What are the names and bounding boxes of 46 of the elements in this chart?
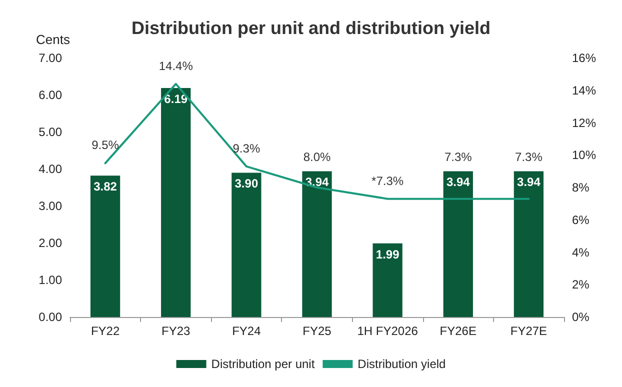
y2-tick-label: 16% <box>572 51 596 65</box>
data-label: 3.82 <box>94 180 118 194</box>
x-tick-label: FY25 <box>302 324 332 338</box>
y-tick-label: 1.00 <box>38 273 62 287</box>
y2-tick-label: 0% <box>572 310 590 324</box>
y-tick-label: 4.00 <box>38 162 62 176</box>
data-label: 9.3% <box>232 141 260 156</box>
chart-title: Distribution per unit and distribution yield <box>132 18 490 38</box>
x-tick-label: FY27E <box>510 324 548 338</box>
y-tick-label: 3.00 <box>38 199 62 213</box>
y2-tick-label: 2% <box>572 278 590 292</box>
bar <box>443 171 473 317</box>
bar <box>302 171 332 317</box>
x-tick-label: FY22 <box>90 324 120 338</box>
y2-tick-label: 12% <box>572 116 596 130</box>
data-label: 3.94 <box>517 175 541 190</box>
data-label: 3.94 <box>446 175 470 190</box>
bar <box>161 88 191 317</box>
legend-label: Distribution yield <box>358 357 446 371</box>
data-label: 8.0% <box>303 150 331 164</box>
bar <box>90 176 120 317</box>
legend-label: Distribution per unit <box>211 357 316 371</box>
y2-tick-label: 10% <box>572 148 596 162</box>
data-label: *7.3% <box>372 174 404 188</box>
data-label: 7.3% <box>444 150 472 164</box>
x-tick-label: FY24 <box>232 324 262 338</box>
data-label: 3.90 <box>234 176 258 191</box>
y-axis-title: Cents <box>36 32 70 47</box>
x-tick-label: FY26E <box>440 324 476 338</box>
y2-tick-label: 6% <box>572 212 590 227</box>
data-label: 14.4% <box>158 58 194 73</box>
y-tick-label: 2.00 <box>38 236 62 250</box>
y2-tick-label: 4% <box>572 245 590 260</box>
y2-tick-label: 14% <box>572 83 596 98</box>
y-tick-label: 6.00 <box>38 88 62 102</box>
x-tick-label: FY23 <box>162 324 191 338</box>
data-label: 7.3% <box>515 150 543 164</box>
y2-tick-label: 8% <box>572 180 590 194</box>
y-tick-label: 0.00 <box>38 310 62 324</box>
data-label: 1.99 <box>376 247 400 262</box>
y-tick-label: 5.00 <box>38 125 62 139</box>
x-tick-label: 1H FY2026 <box>357 324 418 338</box>
bar <box>514 171 544 317</box>
y-tick-label: 7.00 <box>38 51 62 65</box>
data-label: 9.5% <box>92 138 120 152</box>
bar <box>232 172 262 317</box>
